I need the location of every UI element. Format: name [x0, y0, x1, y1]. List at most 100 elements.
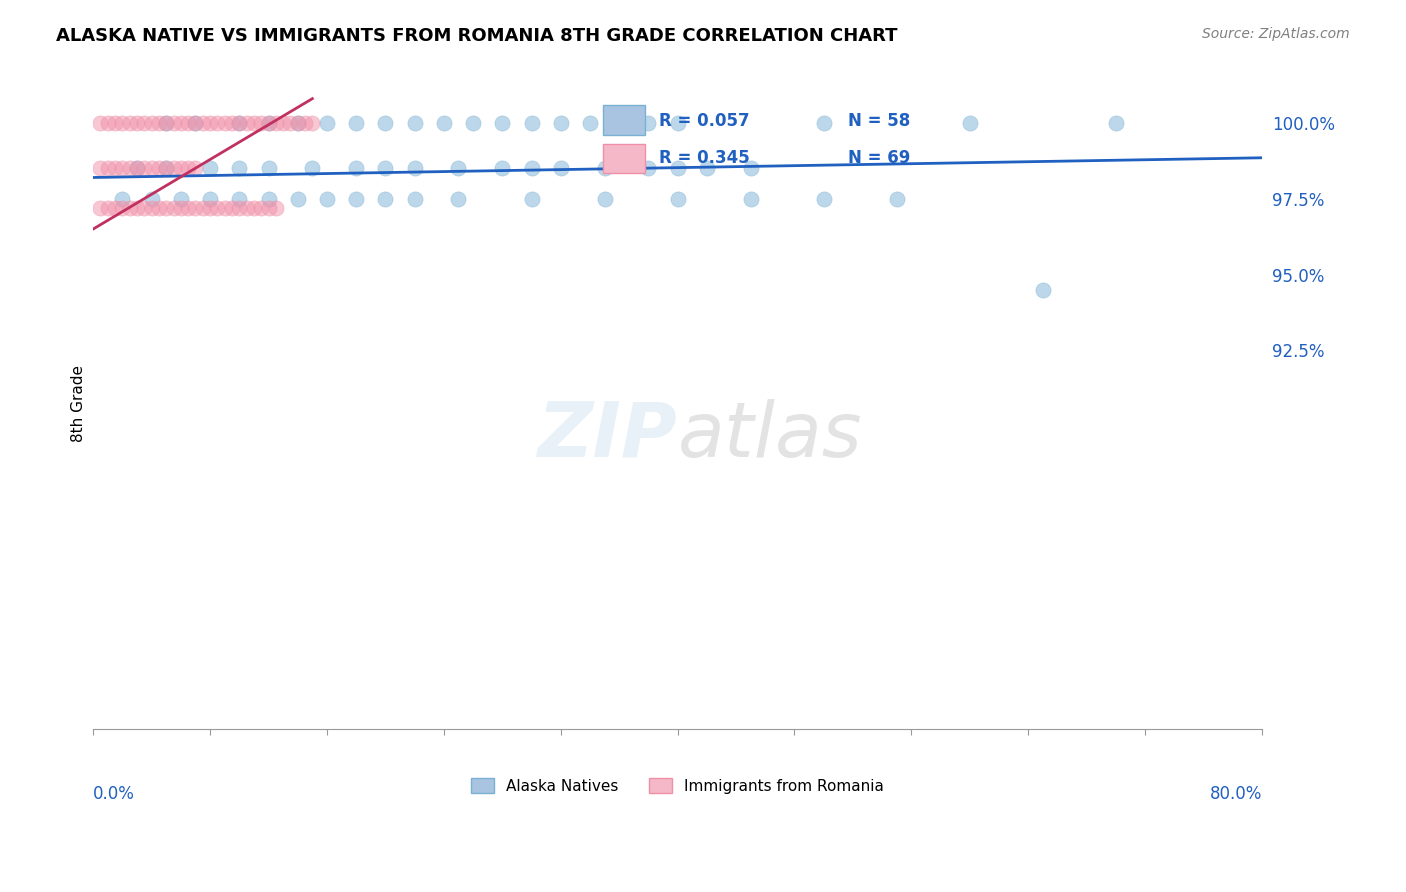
Point — [134, 161, 156, 176]
Point — [221, 116, 243, 130]
Point — [125, 161, 148, 176]
Point — [294, 116, 316, 130]
Point — [271, 116, 294, 130]
Point — [235, 201, 257, 215]
Point — [740, 161, 762, 176]
Point — [198, 192, 221, 206]
Point — [125, 161, 148, 176]
Point — [316, 192, 339, 206]
Point — [257, 116, 280, 130]
Point — [104, 201, 127, 215]
Point — [447, 192, 470, 206]
Point — [491, 116, 513, 130]
Point — [520, 161, 543, 176]
Point — [89, 201, 111, 215]
Point — [301, 161, 323, 176]
Point — [184, 116, 207, 130]
Text: 0.0%: 0.0% — [93, 785, 135, 803]
Point — [666, 116, 689, 130]
Point — [264, 201, 287, 215]
Point — [134, 116, 156, 130]
Point — [228, 116, 250, 130]
Point — [344, 161, 367, 176]
Point — [316, 116, 339, 130]
Point — [170, 192, 193, 206]
Text: atlas: atlas — [678, 399, 862, 473]
Point — [104, 116, 127, 130]
Point — [97, 116, 120, 130]
Point — [593, 161, 616, 176]
Point — [740, 192, 762, 206]
Point — [97, 161, 120, 176]
Point — [374, 116, 396, 130]
Point — [287, 192, 309, 206]
Point — [959, 116, 981, 130]
Point — [886, 192, 908, 206]
Point — [666, 161, 689, 176]
Point — [344, 116, 367, 130]
Point — [111, 161, 134, 176]
Point — [177, 161, 200, 176]
Point — [228, 201, 250, 215]
Point — [344, 192, 367, 206]
Point — [666, 192, 689, 206]
Point — [1032, 283, 1054, 297]
Point — [191, 201, 214, 215]
Point — [191, 116, 214, 130]
Point — [579, 116, 602, 130]
Point — [550, 161, 572, 176]
Point — [177, 116, 200, 130]
Point — [433, 116, 456, 130]
Point — [198, 116, 221, 130]
Legend: Alaska Natives, Immigrants from Romania: Alaska Natives, Immigrants from Romania — [465, 772, 890, 800]
Point — [287, 116, 309, 130]
Point — [264, 116, 287, 130]
Text: ZIP: ZIP — [538, 399, 678, 473]
Point — [155, 201, 177, 215]
Text: 80.0%: 80.0% — [1209, 785, 1263, 803]
Point — [813, 116, 835, 130]
Point — [243, 116, 266, 130]
Point — [404, 161, 426, 176]
Point — [287, 116, 309, 130]
Point — [461, 116, 484, 130]
Point — [134, 201, 156, 215]
Point — [177, 201, 200, 215]
Text: ALASKA NATIVE VS IMMIGRANTS FROM ROMANIA 8TH GRADE CORRELATION CHART: ALASKA NATIVE VS IMMIGRANTS FROM ROMANIA… — [56, 27, 898, 45]
Point — [155, 116, 177, 130]
Point — [141, 161, 163, 176]
Point — [520, 192, 543, 206]
Point — [207, 116, 229, 130]
Point — [228, 116, 250, 130]
Point — [148, 201, 170, 215]
Point — [111, 192, 134, 206]
Point — [118, 161, 141, 176]
Point — [148, 161, 170, 176]
Point — [198, 201, 221, 215]
Point — [214, 116, 236, 130]
Point — [374, 192, 396, 206]
Point — [374, 161, 396, 176]
Point — [280, 116, 302, 130]
Point — [170, 161, 193, 176]
Point — [198, 161, 221, 176]
Point — [125, 116, 148, 130]
Point — [593, 192, 616, 206]
Point — [550, 116, 572, 130]
Point — [111, 201, 134, 215]
Point — [607, 116, 630, 130]
Point — [141, 192, 163, 206]
Point — [148, 116, 170, 130]
Point — [184, 161, 207, 176]
Point — [1105, 116, 1128, 130]
Point — [637, 116, 659, 130]
Y-axis label: 8th Grade: 8th Grade — [72, 365, 86, 442]
Point — [141, 201, 163, 215]
Point — [207, 201, 229, 215]
Point — [89, 161, 111, 176]
Point — [141, 116, 163, 130]
Point — [235, 116, 257, 130]
Point — [184, 116, 207, 130]
Point — [243, 201, 266, 215]
Point — [162, 161, 184, 176]
